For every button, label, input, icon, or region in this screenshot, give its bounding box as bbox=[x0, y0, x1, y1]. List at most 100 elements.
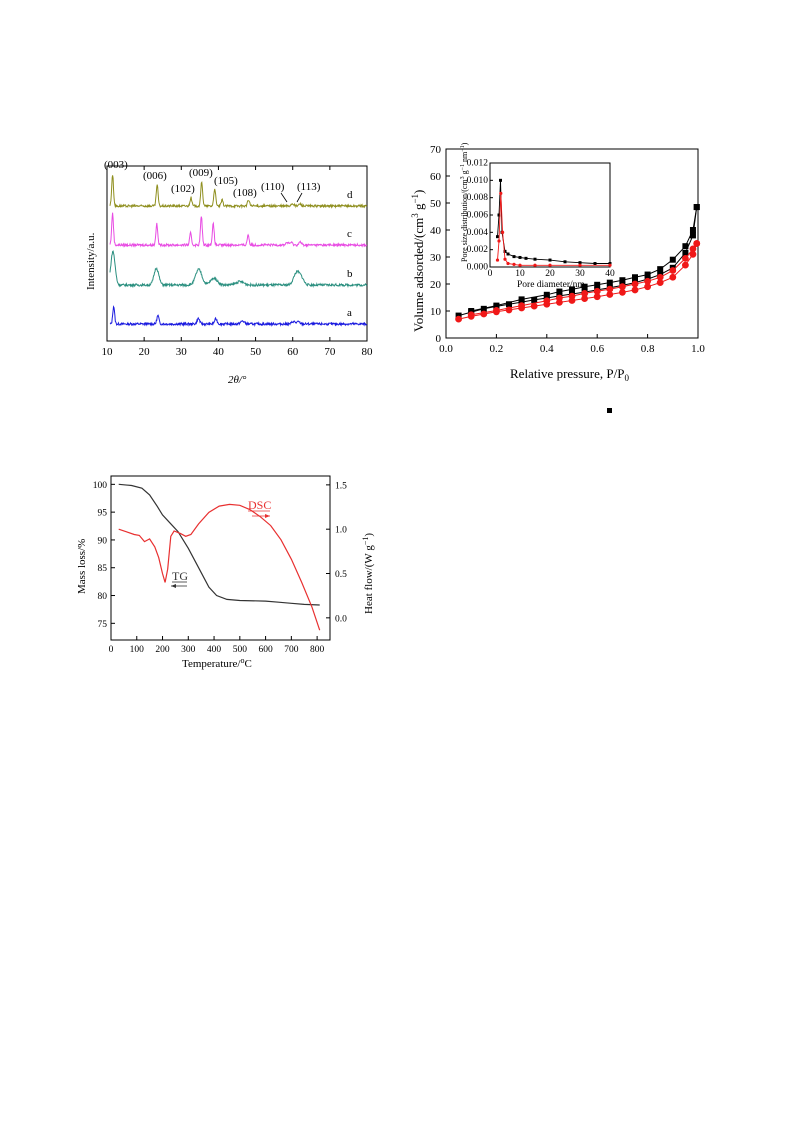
tg-x-tick-label: 700 bbox=[284, 645, 299, 655]
bet-inset-point-square bbox=[524, 256, 528, 260]
tg-curve-dsc bbox=[118, 503, 321, 631]
bet-point-square bbox=[682, 243, 689, 250]
bet-point-square bbox=[581, 283, 588, 290]
bet-point-circle bbox=[593, 293, 601, 301]
xrd-annotation-105: (105) bbox=[214, 175, 238, 187]
bet-point-circle bbox=[543, 297, 551, 305]
xrd-series-labels: a b c d bbox=[347, 189, 353, 319]
bet-point-circle bbox=[619, 283, 626, 291]
xrd-annotation-003: (003) bbox=[104, 159, 128, 171]
bet-inset-x-tick-label: 40 bbox=[605, 269, 615, 279]
bet-inset-point-square bbox=[496, 235, 499, 239]
bet-inset-point-circle bbox=[499, 191, 503, 195]
bet-y-tick-label: 50 bbox=[430, 198, 442, 210]
bet-point-square bbox=[657, 266, 664, 273]
bet-inset-point-circle bbox=[497, 239, 501, 243]
bet-point-square bbox=[693, 204, 700, 211]
bet-inset-y-axis-label: Pore size distribution/(cm3 g−1 nm−1) bbox=[460, 142, 469, 262]
tg-series bbox=[118, 483, 321, 631]
tg-ticks: 0 100 200 300 400 500 600 700 800 75 80 85 90 95 100 0.… bbox=[93, 481, 347, 655]
tg-dsc-arrowhead bbox=[265, 514, 270, 518]
bet-x-tick-label: 0.6 bbox=[590, 343, 604, 355]
tg-y-tick-label: 75 bbox=[98, 620, 108, 630]
tg-y-tick-label: 95 bbox=[98, 509, 108, 519]
tg-y-tick-label: 80 bbox=[98, 592, 108, 602]
tg-x-tick-label: 0 bbox=[109, 645, 114, 655]
bet-point-square bbox=[644, 271, 651, 278]
bet-ticks: 0.0 0.2 0.4 0.6 0.8 1.0 0 10 20 30 40 50 60 70 bbox=[430, 144, 705, 355]
bet-inset-point-square bbox=[593, 262, 597, 266]
bet-point-square bbox=[531, 296, 538, 303]
tg-y2-tick-label: 1.0 bbox=[335, 526, 347, 536]
bet-point-circle bbox=[593, 287, 601, 295]
bet-y-tick-label: 20 bbox=[430, 279, 442, 291]
xrd-x-tick-label: 70 bbox=[324, 346, 336, 358]
bet-point-square bbox=[543, 291, 550, 298]
bet-point-square bbox=[455, 312, 462, 319]
xrd-series-label-c: c bbox=[347, 228, 352, 240]
bet-inset-point-square bbox=[503, 249, 507, 253]
bet-point-square bbox=[594, 281, 601, 288]
bet-point-circle bbox=[644, 283, 651, 291]
bet-inset-point-circle bbox=[501, 230, 505, 234]
bet-point-circle bbox=[656, 279, 664, 287]
bet-x-tick-label: 0.2 bbox=[490, 343, 504, 355]
bet-inset-point-square bbox=[518, 255, 522, 259]
bet-point-square bbox=[632, 274, 638, 281]
xrd-series-label-d: d bbox=[347, 189, 353, 201]
bet-inset-y-tick-label: 0.010 bbox=[467, 176, 489, 186]
xrd-x-tick-label: 80 bbox=[362, 346, 374, 358]
bet-inset-point-square bbox=[499, 178, 502, 182]
bet-series bbox=[455, 204, 701, 323]
xrd-series-label-b: b bbox=[347, 268, 353, 280]
bet-inset-point-circle bbox=[578, 263, 582, 267]
bet-point-square bbox=[468, 308, 475, 314]
tg-x-tick-label: 600 bbox=[258, 645, 273, 655]
bet-inset-point-circle bbox=[548, 263, 552, 267]
tg-x-axis-label: Temperature/oC bbox=[182, 656, 252, 670]
bet-point-square bbox=[506, 301, 512, 308]
tg-y2-tick-label: 0.5 bbox=[335, 570, 347, 580]
bet-point-circle bbox=[518, 302, 525, 309]
bet-inset-point-circle bbox=[503, 257, 507, 261]
tg-x-tick-label: 200 bbox=[155, 645, 170, 655]
tg-curve-tg bbox=[118, 483, 320, 606]
bet-point-square bbox=[556, 288, 563, 295]
bet-point-circle bbox=[581, 295, 588, 302]
bet-point-square bbox=[606, 279, 613, 286]
bet-point-circle bbox=[606, 285, 614, 293]
xrd-x-tick-label: 40 bbox=[213, 346, 225, 358]
xrd-curves bbox=[109, 175, 368, 328]
bet-inset-x-tick-label: 20 bbox=[545, 269, 555, 279]
bet-inset-y-tick-label: 0.002 bbox=[467, 245, 489, 255]
bet-inset-y-tick-label: 0.006 bbox=[467, 211, 489, 221]
bet-point-circle bbox=[455, 315, 462, 323]
tg-x-tick-label: 400 bbox=[207, 645, 222, 655]
bet-point-circle bbox=[493, 307, 500, 314]
tg-x-tick-label: 100 bbox=[130, 645, 145, 655]
bet-point-circle bbox=[467, 311, 475, 319]
tg-dsc-label: DSC bbox=[248, 498, 271, 512]
bet-point-square bbox=[480, 305, 487, 312]
bet-point-circle bbox=[669, 267, 677, 274]
bet-point-circle bbox=[530, 302, 538, 310]
bet-inset-point-circle bbox=[506, 261, 510, 266]
bet-y-tick-label: 70 bbox=[430, 144, 442, 156]
tg-y-tick-label: 90 bbox=[98, 536, 108, 546]
xrd-annotation-009: (009) bbox=[189, 167, 213, 179]
bet-inset-point-square bbox=[533, 257, 537, 261]
xrd-annotation-108: (108) bbox=[233, 187, 257, 199]
bet-point-circle bbox=[656, 273, 664, 281]
xrd-curve-a bbox=[109, 305, 368, 328]
bet-inset-point-square bbox=[506, 252, 510, 256]
bet-point-circle bbox=[644, 277, 651, 285]
bet-inset-x-tick-label: 30 bbox=[575, 269, 585, 279]
bet-point-square bbox=[689, 232, 696, 239]
bet-inset-point-square bbox=[608, 262, 612, 266]
xrd-x-ticks: 10 20 30 40 50 60 70 80 bbox=[102, 166, 374, 358]
bet-inset-point-square bbox=[563, 260, 567, 264]
bet-inset-point-circle bbox=[512, 262, 516, 266]
xrd-annotation-102: (102) bbox=[171, 183, 195, 195]
bet-point-circle bbox=[631, 286, 639, 294]
